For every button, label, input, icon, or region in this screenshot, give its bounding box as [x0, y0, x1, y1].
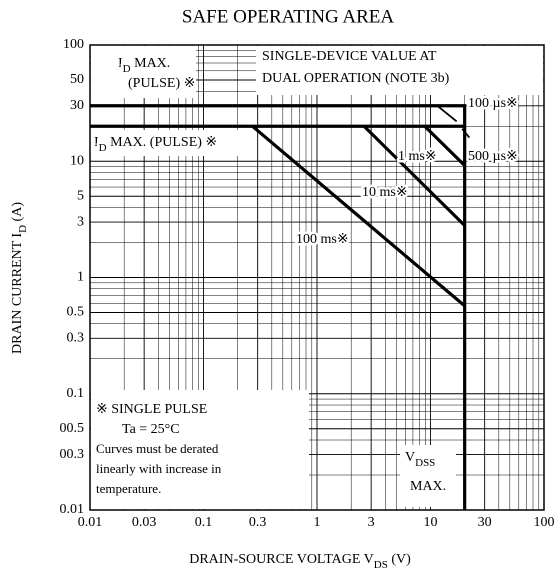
y-tick-label: 00.5	[60, 421, 85, 436]
annotation: Curves must be derated	[96, 441, 219, 456]
series-label: 100 ms※	[296, 232, 349, 247]
note-box	[256, 46, 543, 95]
annotation: (PULSE) ※	[128, 76, 195, 91]
y-tick-label: 0.01	[60, 502, 85, 517]
chart-title: SAFE OPERATING AREA	[182, 6, 394, 27]
annotation: VDSS	[405, 450, 435, 468]
annotation: temperature.	[96, 481, 161, 496]
x-tick-label: 0.1	[195, 515, 213, 530]
annotation-text: V	[405, 450, 415, 465]
annotation: DUAL OPERATION (NOTE 3b)	[262, 71, 450, 86]
y-tick-label: 0.5	[67, 305, 85, 320]
y-axis-title-text: (A)	[10, 202, 25, 225]
x-tick-label: 30	[478, 515, 492, 530]
x-axis-title-sub: DS	[374, 559, 388, 571]
annotation-text: MAX. (PULSE) ※	[107, 135, 218, 150]
y-tick-label: 50	[70, 72, 84, 87]
annotation: SINGLE-DEVICE VALUE AT	[262, 49, 437, 64]
soa-line	[251, 125, 466, 308]
y-tick-label: 1	[77, 270, 84, 285]
series-label: 100 µs※	[468, 96, 518, 111]
x-tick-label: 1	[314, 515, 321, 530]
soa-line	[90, 104, 467, 510]
x-tick-label: 10	[424, 515, 438, 530]
series-label: 10 ms※	[362, 185, 408, 200]
x-tick-label: 0.03	[132, 515, 157, 530]
series-label: 500 µs※	[468, 149, 518, 164]
x-tick-label: 3	[368, 515, 375, 530]
annotation-text: I	[94, 135, 99, 150]
x-tick-label: 0.01	[78, 515, 103, 530]
y-tick-label: 30	[70, 98, 84, 113]
y-axis-title-text: DRAIN CURRENT I	[10, 233, 25, 354]
plot-frame	[89, 44, 545, 511]
series-label: 1 ms※	[398, 149, 437, 164]
annotation: ID MAX. (PULSE) ※	[94, 135, 217, 153]
x-axis-title-text: (V)	[388, 552, 411, 567]
y-tick-label: 100	[63, 37, 84, 52]
soa-line	[423, 125, 466, 167]
annotation-text: I	[118, 56, 123, 71]
y-tick-label: 0.3	[67, 331, 85, 346]
x-tick-label: 100	[534, 515, 555, 530]
y-axis-title: DRAIN CURRENT ID (A)	[10, 202, 28, 354]
x-tick-label: 0.3	[249, 515, 267, 530]
note-box	[400, 445, 456, 507]
y-tick-label: 10	[70, 153, 84, 168]
annotation-sub: D	[123, 63, 131, 75]
annotation: ID MAX.	[118, 56, 170, 74]
y-tick-label: 0.1	[67, 386, 85, 401]
plot-area: 100 ms※10 ms※1 ms※100 µs※500 µs※ID MAX.(…	[89, 44, 545, 511]
annotation-sub: D	[99, 142, 107, 154]
annotation-text: MAX.	[131, 56, 171, 71]
annotation: ※ SINGLE PULSE	[96, 402, 207, 417]
y-tick-label: 3	[77, 214, 84, 229]
annotation: MAX.	[410, 479, 446, 494]
soa-line	[461, 128, 471, 139]
y-tick-label: 00.3	[60, 447, 85, 462]
x-axis-title-text: DRAIN-SOURCE VOLTAGE V	[189, 552, 374, 567]
y-tick-label: 5	[77, 188, 84, 203]
annotation-sub: DSS	[415, 457, 435, 469]
soa-line	[436, 105, 458, 123]
annotation: Ta = 25°C	[122, 422, 180, 437]
soa-line	[362, 125, 466, 227]
note-box	[91, 130, 251, 156]
note-box	[91, 390, 309, 509]
annotation: linearly with increase in	[96, 461, 222, 476]
x-axis-title: DRAIN-SOURCE VOLTAGE VDS (V)	[189, 552, 411, 570]
note-box	[91, 46, 196, 98]
y-axis-title-sub: D	[17, 225, 29, 233]
